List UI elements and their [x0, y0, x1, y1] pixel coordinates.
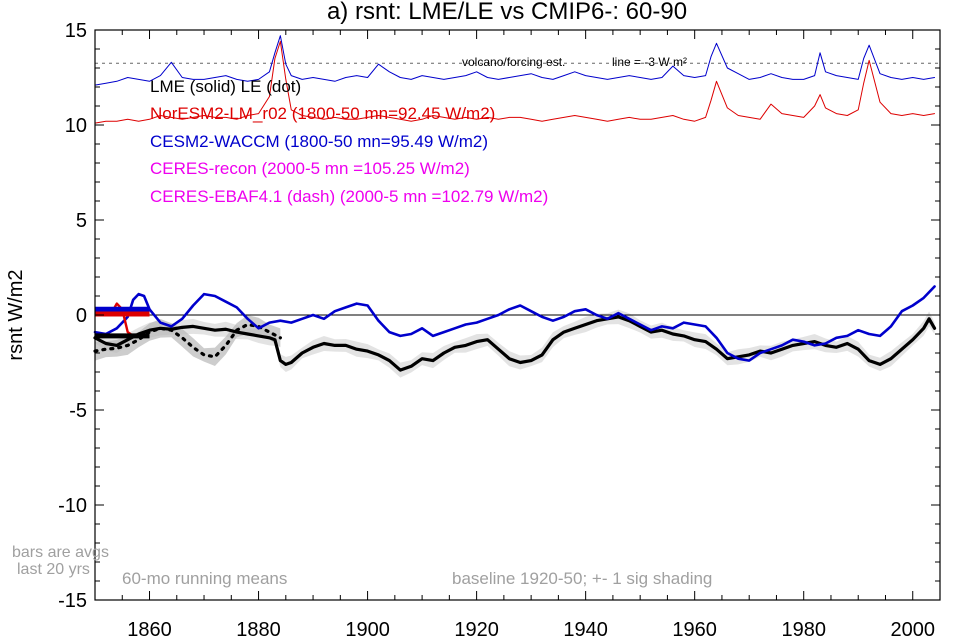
uncertainty-shading: [95, 309, 935, 378]
bars-note-line2: last 20 yrs: [17, 561, 90, 578]
x-tick-label: 1880: [236, 619, 281, 641]
bars-note-line1: bars are avgs: [12, 544, 109, 561]
x-tick-label: 2000: [890, 619, 935, 641]
series-cesm2-waccm-upper: [94, 35, 936, 86]
y-axis-label: rsnt W/m2: [5, 269, 27, 360]
y-tick-label: 15: [65, 20, 87, 42]
volcano-annotation: volcano/forcing est.: [462, 55, 565, 69]
y-tick-label: -5: [69, 400, 87, 422]
axis-ticks: 15 10 5 0 -5 -10 -15 1860 1880 1900 1920 1940 1960 19…: [58, 20, 941, 641]
y-tick-label: 0: [76, 305, 87, 327]
legend: LME (solid) LE (dot) NorESM2-LM_r02 (1800…: [150, 77, 548, 206]
legend-entry: CERES-recon (2000-5 mn =105.25 W/m2): [150, 159, 470, 178]
series-cesm2-waccm: [93, 285, 936, 362]
baseline-note: baseline 1920-50; +- 1 sig shading: [452, 569, 712, 588]
legend-entry: LME (solid) LE (dot): [150, 77, 301, 96]
reference-line-label: line = -3 W m²: [612, 55, 687, 69]
y-tick-label: -10: [58, 495, 87, 517]
legend-entry: NorESM2-LM_r02 (1800-50 mn=92.45 W/m2): [150, 104, 495, 123]
chart-title: a) rsnt: LME/LE vs CMIP6-: 60-90: [327, 0, 687, 25]
legend-entry: CESM2-WACCM (1800-50 mn=95.49 W/m2): [150, 132, 488, 151]
lme-shading: [95, 309, 935, 378]
series-lines: [93, 35, 940, 372]
le-shading: [95, 315, 281, 366]
series-le-dot: [93, 322, 282, 359]
x-tick-label: 1860: [127, 619, 172, 641]
x-tick-label: 1980: [781, 619, 826, 641]
y-tick-label: 5: [76, 210, 87, 232]
y-tick-label: -15: [58, 590, 87, 612]
series-noresm2-lm-r02-upper: [94, 40, 936, 124]
x-tick-label: 1960: [672, 619, 717, 641]
legend-entry: CERES-EBAF4.1 (dash) (2000-5 mn =102.79 …: [150, 187, 548, 206]
average-bars: [95, 306, 150, 339]
x-tick-label: 1920: [454, 619, 499, 641]
x-tick-label: 1940: [563, 619, 608, 641]
running-mean-note: 60-mo running means: [122, 569, 287, 588]
x-tick-label: 1900: [345, 619, 390, 641]
series-lme-solid: [93, 315, 937, 372]
y-tick-label: 10: [65, 115, 87, 137]
